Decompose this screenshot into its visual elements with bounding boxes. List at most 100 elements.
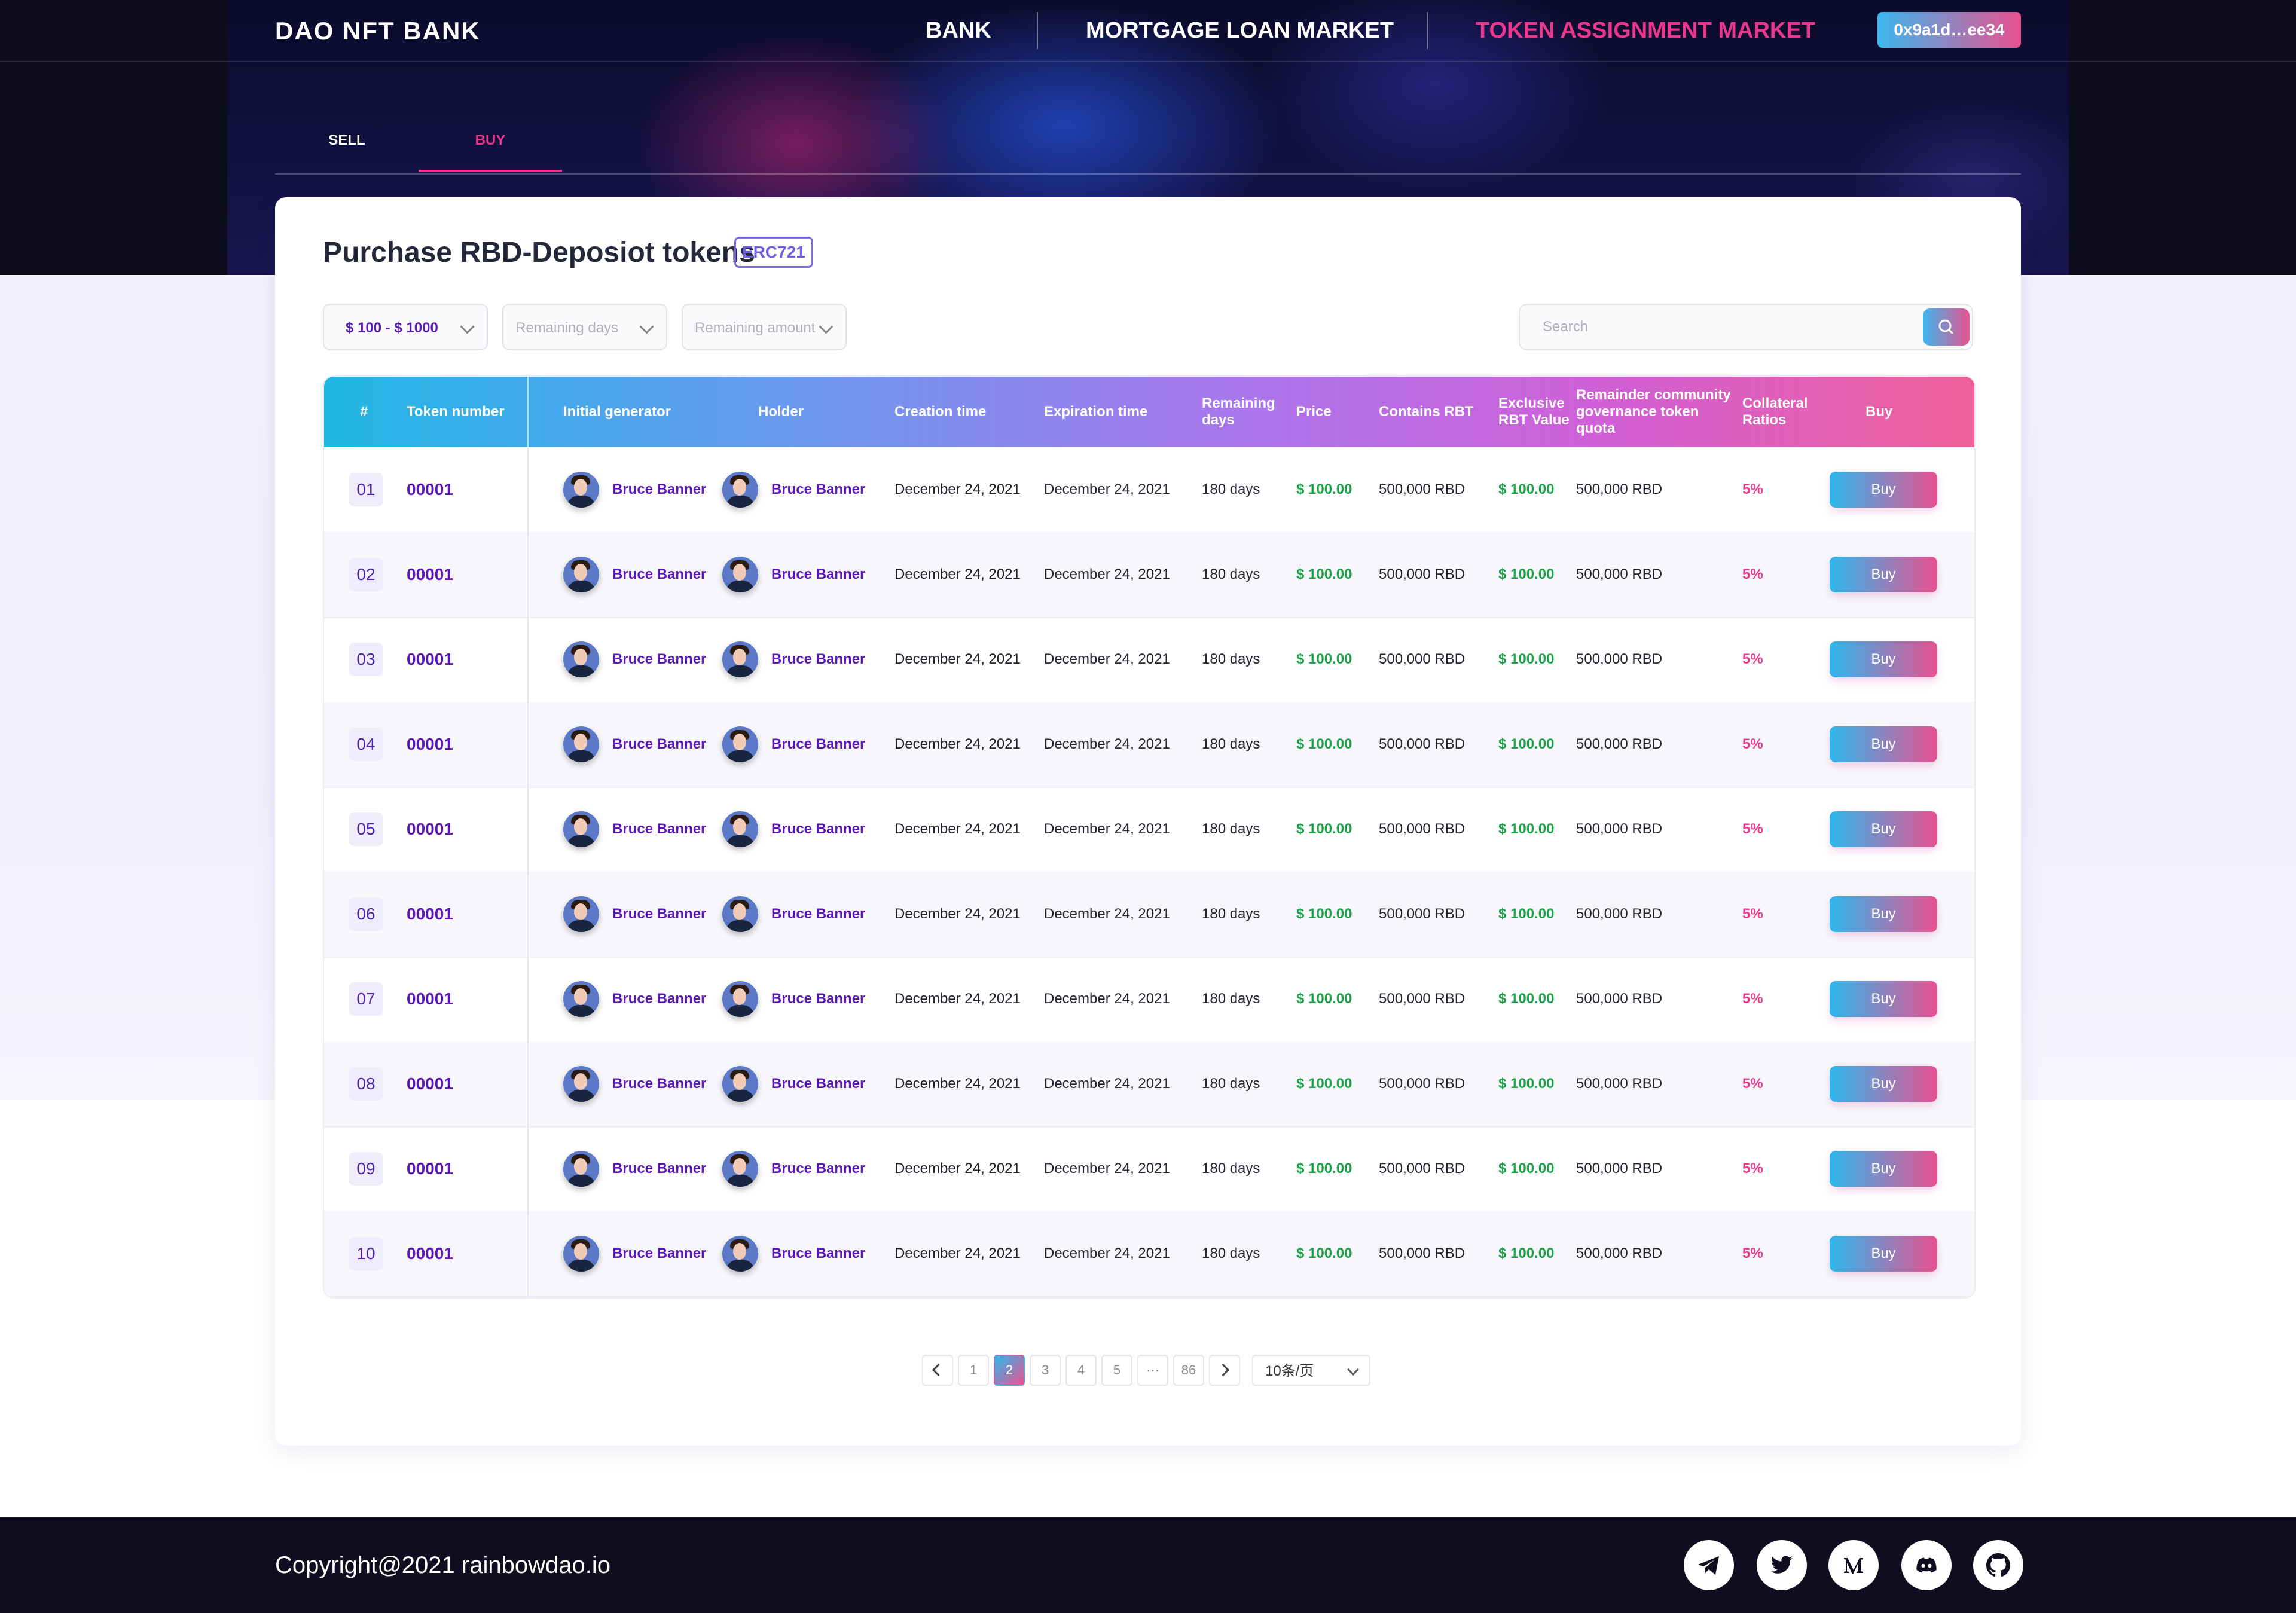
holder-cell[interactable]: Bruce Banner	[722, 1211, 865, 1296]
buy-button[interactable]: Buy	[1830, 641, 1937, 677]
buy-button[interactable]: Buy	[1830, 1151, 1937, 1187]
holder-cell[interactable]: Bruce Banner	[722, 447, 865, 532]
logo[interactable]: DAO NFT BANK	[275, 17, 481, 45]
initial-generator-cell[interactable]: Bruce Banner	[563, 617, 706, 702]
expiration-time: December 24, 2021	[1044, 1160, 1170, 1177]
avatar	[563, 557, 599, 592]
page-button[interactable]: 5	[1101, 1355, 1132, 1386]
buy-button[interactable]: Buy	[1830, 726, 1937, 762]
token-number[interactable]: 00001	[407, 989, 453, 1008]
holder-cell[interactable]: Bruce Banner	[722, 957, 865, 1041]
initial-generator-cell[interactable]: Bruce Banner	[563, 532, 706, 617]
avatar	[563, 1151, 599, 1187]
page-size-select[interactable]: 10条/页	[1252, 1355, 1370, 1386]
holder-cell[interactable]: Bruce Banner	[722, 872, 865, 957]
page-button[interactable]: 86	[1173, 1355, 1204, 1386]
holder-cell[interactable]: Bruce Banner	[722, 532, 865, 617]
initial-generator-cell[interactable]: Bruce Banner	[563, 957, 706, 1041]
page-button[interactable]: 3	[1030, 1355, 1061, 1386]
col-creation-time: Creation time	[894, 404, 987, 420]
token-number[interactable]: 00001	[407, 735, 453, 753]
token-number[interactable]: 00001	[407, 905, 453, 923]
chevron-down-icon	[1347, 1364, 1359, 1376]
buy-button[interactable]: Buy	[1830, 472, 1937, 508]
twitter-link[interactable]	[1757, 1540, 1807, 1590]
tokens-table: # Token number Initial generator Holder …	[323, 375, 1976, 1299]
buy-button[interactable]: Buy	[1830, 557, 1937, 592]
nav-mortgage-loan-market[interactable]: MORTGAGE LOAN MARKET	[1086, 18, 1394, 43]
token-number[interactable]: 00001	[407, 1074, 453, 1093]
buy-button[interactable]: Buy	[1830, 1066, 1937, 1102]
creation-time: December 24, 2021	[894, 481, 1021, 497]
page-button[interactable]: 4	[1065, 1355, 1097, 1386]
token-number[interactable]: 00001	[407, 820, 453, 838]
avatar	[563, 472, 599, 508]
initial-generator-cell[interactable]: Bruce Banner	[563, 447, 706, 532]
creation-time: December 24, 2021	[894, 1245, 1021, 1261]
initial-generator-cell[interactable]: Bruce Banner	[563, 787, 706, 872]
nav-token-assignment-market[interactable]: TOKEN ASSIGNMENT MARKET	[1476, 18, 1815, 43]
search-input[interactable]	[1520, 305, 1915, 349]
chevron-down-icon	[819, 319, 833, 334]
tab-buy[interactable]: BUY	[419, 120, 562, 172]
token-number[interactable]: 00001	[407, 480, 453, 499]
search-button[interactable]	[1923, 308, 1970, 346]
tab-sell[interactable]: SELL	[328, 132, 365, 148]
holder-cell[interactable]: Bruce Banner	[722, 1041, 865, 1126]
buy-button[interactable]: Buy	[1830, 896, 1937, 932]
holder-name: Bruce Banner	[771, 821, 866, 837]
holder-cell[interactable]: Bruce Banner	[722, 617, 865, 702]
token-number[interactable]: 00001	[407, 1244, 453, 1263]
collateral-ratio: 5%	[1742, 481, 1763, 497]
price: $ 100.00	[1296, 481, 1352, 497]
top-nav: DAO NFT BANK BANK MORTGAGE LOAN MARKET T…	[0, 0, 2296, 62]
initial-generator-cell[interactable]: Bruce Banner	[563, 1041, 706, 1126]
initial-generator-name: Bruce Banner	[612, 821, 707, 837]
table-row: 07 00001 Bruce Banner Bruce Banner December …	[324, 957, 1974, 1043]
remaining-amount-filter[interactable]: Remaining amount	[682, 304, 847, 350]
remaining-days: 180 days	[1202, 736, 1260, 752]
initial-generator-cell[interactable]: Bruce Banner	[563, 872, 706, 957]
row-index: 02	[349, 558, 383, 591]
col-initial-generator: Initial generator	[563, 404, 671, 420]
exclusive-rbt-value: $ 100.00	[1498, 821, 1555, 837]
wallet-address-button[interactable]: 0x9a1d…ee34	[1877, 12, 2021, 48]
discord-link[interactable]	[1901, 1540, 1952, 1590]
remaining-days: 180 days	[1202, 1160, 1260, 1177]
holder-name: Bruce Banner	[771, 736, 866, 752]
holder-cell[interactable]: Bruce Banner	[722, 702, 865, 787]
token-number[interactable]: 00001	[407, 565, 453, 584]
price: $ 100.00	[1296, 566, 1352, 582]
price-range-filter[interactable]: $ 100 - $ 1000	[323, 304, 488, 350]
contains-rbt: 500,000 RBD	[1379, 821, 1465, 837]
page-button[interactable]: 1	[958, 1355, 989, 1386]
github-link[interactable]	[1973, 1540, 2023, 1590]
page-ellipsis[interactable]: ···	[1137, 1355, 1168, 1386]
chevron-down-icon	[460, 319, 475, 334]
initial-generator-cell[interactable]: Bruce Banner	[563, 1211, 706, 1296]
holder-cell[interactable]: Bruce Banner	[722, 787, 865, 872]
buy-button[interactable]: Buy	[1830, 811, 1937, 847]
buy-button[interactable]: Buy	[1830, 1236, 1937, 1272]
medium-link[interactable]	[1828, 1540, 1879, 1590]
avatar	[722, 981, 758, 1017]
token-number[interactable]: 00001	[407, 650, 453, 668]
holder-cell[interactable]: Bruce Banner	[722, 1126, 865, 1211]
token-number[interactable]: 00001	[407, 1159, 453, 1178]
remaining-days-filter[interactable]: Remaining days	[502, 304, 667, 350]
holder-name: Bruce Banner	[771, 1160, 866, 1177]
initial-generator-cell[interactable]: Bruce Banner	[563, 702, 706, 787]
expiration-time: December 24, 2021	[1044, 1076, 1170, 1092]
telegram-link[interactable]	[1684, 1540, 1734, 1590]
nav-bank[interactable]: BANK	[926, 18, 991, 43]
row-index: 08	[349, 1067, 383, 1101]
buy-button[interactable]: Buy	[1830, 981, 1937, 1017]
page-button-current[interactable]: 2	[994, 1355, 1025, 1386]
table-row: 06 00001 Bruce Banner Bruce Banner December …	[324, 872, 1974, 958]
initial-generator-cell[interactable]: Bruce Banner	[563, 1126, 706, 1211]
table-row: 05 00001 Bruce Banner Bruce Banner December …	[324, 787, 1974, 873]
prev-page-button[interactable]	[922, 1355, 953, 1386]
collateral-ratio: 5%	[1742, 651, 1763, 667]
avatar	[722, 641, 758, 677]
next-page-button[interactable]	[1209, 1355, 1240, 1386]
